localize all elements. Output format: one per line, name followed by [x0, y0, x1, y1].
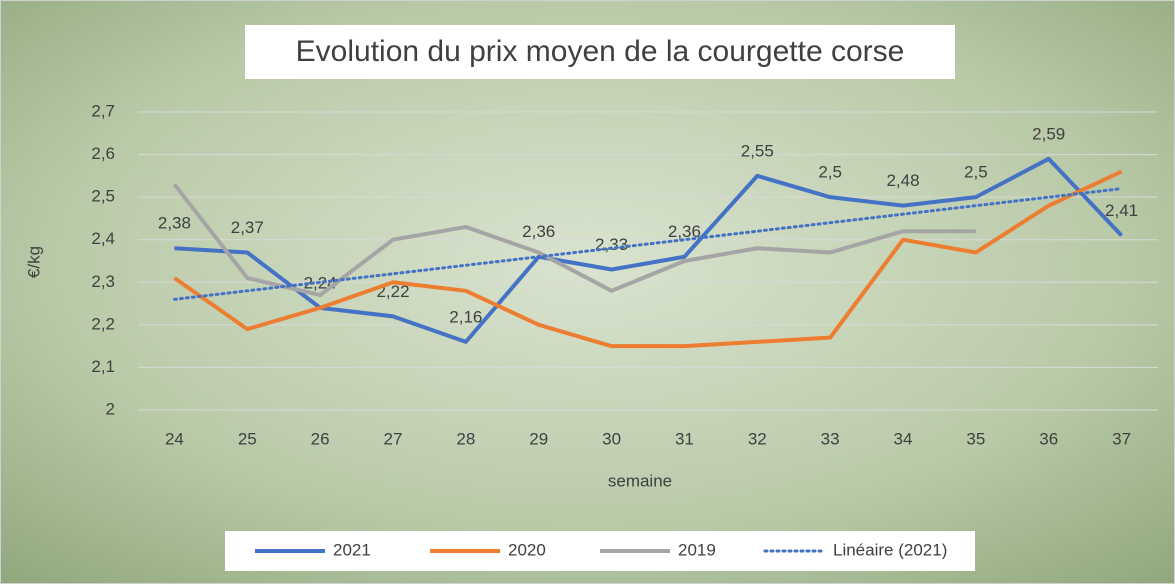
legend-label: 2021 — [333, 540, 371, 559]
y-axis-label: €/kg — [24, 246, 43, 278]
y-tick-label: 2,3 — [91, 272, 115, 291]
legend-label: 2019 — [678, 540, 716, 559]
x-tick-label: 26 — [311, 429, 330, 448]
x-tick-label: 29 — [529, 429, 548, 448]
x-tick-label: 28 — [456, 429, 475, 448]
data-label: 2,36 — [522, 222, 555, 241]
x-tick-label: 31 — [675, 429, 694, 448]
x-tick-label: 32 — [748, 429, 767, 448]
data-label: 2,41 — [1105, 201, 1138, 220]
data-label: 2,38 — [158, 214, 191, 233]
data-label: 2,48 — [886, 171, 919, 190]
data-label: 2,59 — [1032, 124, 1065, 143]
y-tick-label: 2,1 — [91, 357, 115, 376]
data-label: 2,5 — [964, 163, 988, 182]
x-tick-label: 33 — [821, 429, 840, 448]
legend-label: 2020 — [508, 540, 546, 559]
legend-label: Linéaire (2021) — [833, 540, 947, 559]
y-tick-label: 2 — [106, 399, 115, 418]
x-tick-label: 36 — [1039, 429, 1058, 448]
x-tick-label: 34 — [894, 429, 913, 448]
data-label: 2,16 — [449, 307, 482, 326]
x-tick-label: 35 — [966, 429, 985, 448]
y-tick-label: 2,2 — [91, 314, 115, 333]
y-tick-label: 2,7 — [91, 101, 115, 120]
x-tick-label: 27 — [384, 429, 403, 448]
chart-title: Evolution du prix moyen de la courgette … — [296, 35, 905, 68]
data-label: 2,37 — [231, 218, 264, 237]
y-tick-label: 2,4 — [91, 229, 115, 248]
data-label: 2,55 — [741, 141, 774, 160]
x-tick-label: 24 — [165, 429, 184, 448]
data-label: 2,33 — [595, 235, 628, 254]
x-axis-label: semaine — [608, 471, 672, 490]
x-tick-label: 30 — [602, 429, 621, 448]
y-tick-label: 2,5 — [91, 187, 115, 206]
x-tick-label: 25 — [238, 429, 257, 448]
chart: Evolution du prix moyen de la courgette … — [0, 0, 1175, 584]
y-tick-label: 2,6 — [91, 144, 115, 163]
x-tick-label: 37 — [1112, 429, 1131, 448]
background — [0, 0, 1175, 584]
data-label: 2,5 — [818, 163, 842, 182]
